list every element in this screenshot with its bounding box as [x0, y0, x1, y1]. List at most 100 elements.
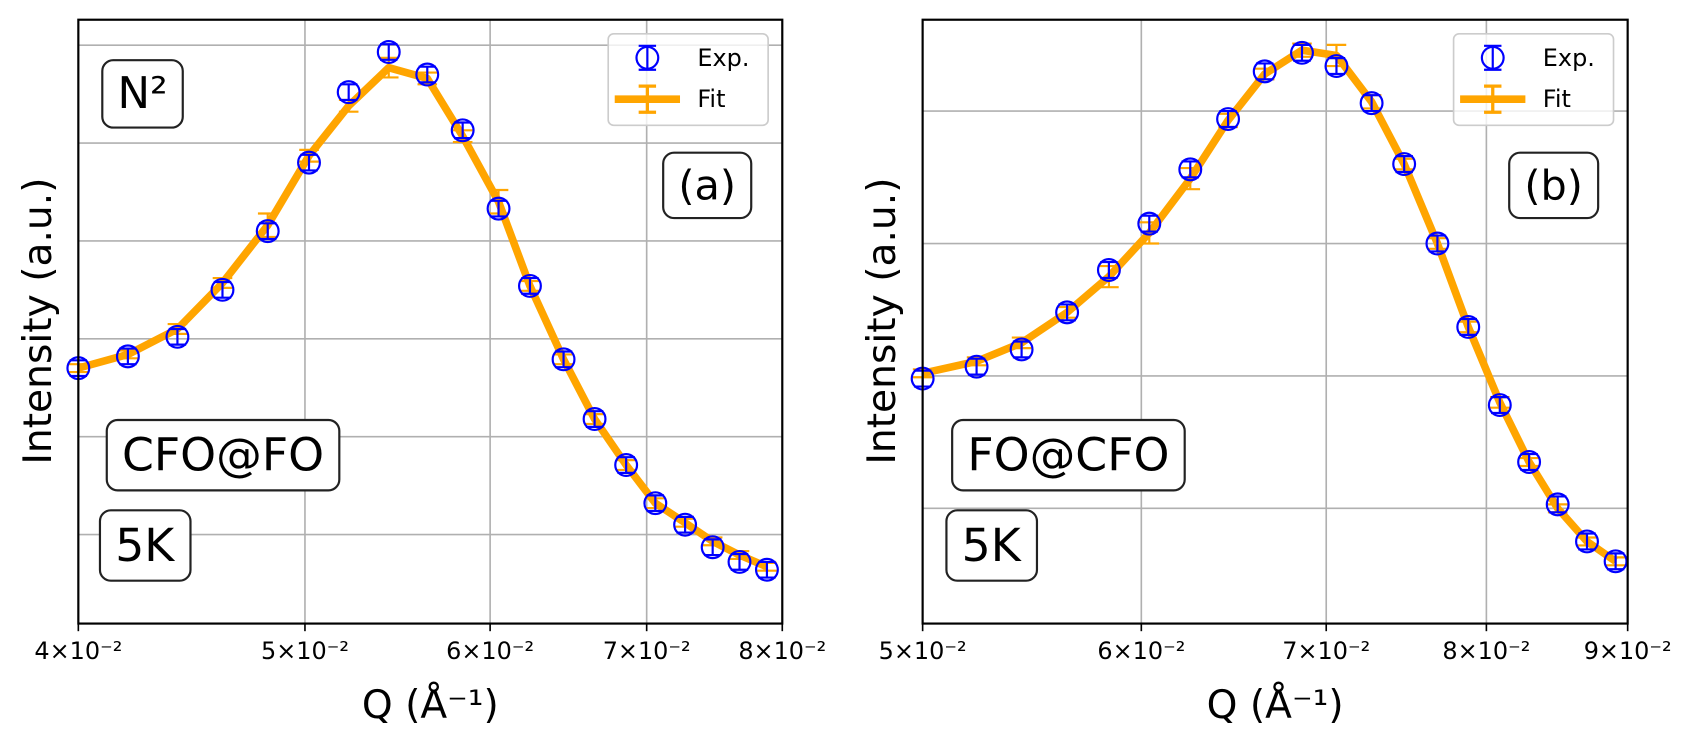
- exp-point: [700, 535, 725, 560]
- exp-point: [450, 118, 475, 143]
- annotation-text: 5K: [962, 519, 1022, 572]
- x-tick-label: 9×10⁻²: [1584, 637, 1672, 665]
- exp-point: [115, 344, 140, 369]
- x-tick-label: 8×10⁻²: [738, 637, 826, 665]
- exp-point: [517, 273, 542, 298]
- exp-errorbar: [380, 43, 398, 61]
- annotation-text: FO@CFO: [967, 429, 1169, 482]
- legend-fit-marker: [1460, 84, 1526, 114]
- exp-errorbar: [213, 280, 232, 299]
- annotation-text: N²: [118, 69, 168, 119]
- legend-exp-marker: [635, 44, 660, 71]
- x-tick-label: 7×10⁻²: [603, 637, 691, 665]
- annotation: FO@CFO: [951, 418, 1186, 492]
- exp-point: [1392, 152, 1417, 177]
- exp-errorbar: [521, 277, 539, 295]
- exp-errorbar: [758, 560, 776, 579]
- legend-exp-circle: [1480, 45, 1505, 70]
- exp-point: [1009, 337, 1034, 362]
- exp-point: [297, 150, 321, 175]
- exp-point: [1487, 393, 1512, 418]
- exp-point: [1216, 107, 1241, 132]
- annotation-box: [951, 418, 1186, 492]
- legend-exp-marker: [1480, 44, 1505, 71]
- annotation: N²: [101, 59, 184, 129]
- exp-errorbar: [259, 222, 277, 241]
- legend-label: Exp.: [1543, 44, 1595, 72]
- annotation: (b): [1508, 151, 1600, 220]
- plot-frame: [921, 18, 1629, 625]
- annotation-box: [98, 509, 192, 582]
- x-tick-label: 4×10⁻²: [34, 637, 122, 665]
- annotation-box: [101, 59, 184, 129]
- y-axis-label: Intensity (a.u.): [16, 178, 61, 465]
- exp-errorbar: [418, 65, 436, 84]
- annotation-box: [1508, 151, 1600, 220]
- annotation: 5K: [98, 509, 192, 582]
- x-tick-label: 5×10⁻²: [879, 637, 967, 665]
- x-tick-label: 8×10⁻²: [1442, 637, 1530, 665]
- plot-frame: [77, 18, 784, 625]
- exp-point: [582, 407, 607, 431]
- exp-point: [1290, 40, 1314, 65]
- exp-point: [165, 324, 190, 349]
- exp-point: [551, 347, 576, 372]
- x-axis-label: Q (Å⁻¹): [362, 681, 499, 728]
- exp-point: [964, 354, 989, 379]
- exp-errorbar: [300, 153, 318, 172]
- annotation: (a): [662, 151, 753, 220]
- exp-point: [1137, 211, 1162, 236]
- exp-errorbar: [646, 494, 665, 513]
- annotation-box: [945, 509, 1039, 582]
- exp-errorbar: [119, 347, 137, 366]
- legend-label: Exp.: [697, 44, 749, 72]
- annotation-box: [105, 418, 341, 492]
- exp-errorbar: [703, 538, 722, 557]
- exp-errorbar: [617, 456, 635, 474]
- annotation-text: (b): [1524, 161, 1582, 209]
- exp-point: [1055, 300, 1080, 325]
- exp-point: [614, 453, 639, 477]
- exp-errorbar: [168, 327, 187, 346]
- exp-errorbar: [730, 552, 749, 571]
- legend-fit-marker: [614, 84, 681, 114]
- exp-errorbar: [585, 410, 604, 428]
- exp-point: [754, 557, 779, 582]
- annotation-box: [662, 151, 753, 220]
- x-axis-label: Q (Å⁻¹): [1207, 681, 1344, 728]
- annotation: CFO@FO: [105, 418, 341, 492]
- legend-exp-circle: [635, 45, 660, 70]
- exp-point: [1359, 91, 1384, 116]
- exp-point: [336, 80, 361, 105]
- exp-errorbar: [339, 83, 358, 102]
- exp-point: [1517, 450, 1542, 474]
- exp-errorbar: [489, 199, 508, 218]
- exp-point: [1545, 492, 1570, 517]
- exp-point: [376, 40, 401, 64]
- annotation-text: (a): [678, 161, 736, 209]
- exp-point: [673, 512, 698, 537]
- y-axis-label: Intensity (a.u.): [860, 178, 905, 465]
- exp-point: [1575, 529, 1599, 554]
- exp-point: [415, 62, 440, 87]
- exp-errorbar: [453, 121, 472, 140]
- exp-point: [1252, 59, 1277, 84]
- exp-point: [486, 196, 511, 221]
- annotation-text: 5K: [115, 519, 175, 572]
- x-tick-label: 6×10⁻²: [1097, 637, 1185, 665]
- x-tick-label: 7×10⁻²: [1282, 637, 1370, 665]
- exp-point: [1456, 314, 1481, 339]
- legend-label: Fit: [1543, 85, 1571, 113]
- x-tick-label: 5×10⁻²: [261, 637, 349, 665]
- exp-point: [1425, 231, 1450, 256]
- exp-errorbar: [676, 515, 694, 534]
- exp-point: [255, 219, 280, 244]
- exp-point: [1178, 157, 1203, 182]
- exp-point: [1324, 54, 1349, 79]
- exp-point: [643, 491, 668, 516]
- legend-label: Fit: [697, 85, 725, 113]
- exp-point: [210, 277, 235, 302]
- exp-point: [727, 549, 752, 574]
- annotation-text: CFO@FO: [122, 429, 324, 482]
